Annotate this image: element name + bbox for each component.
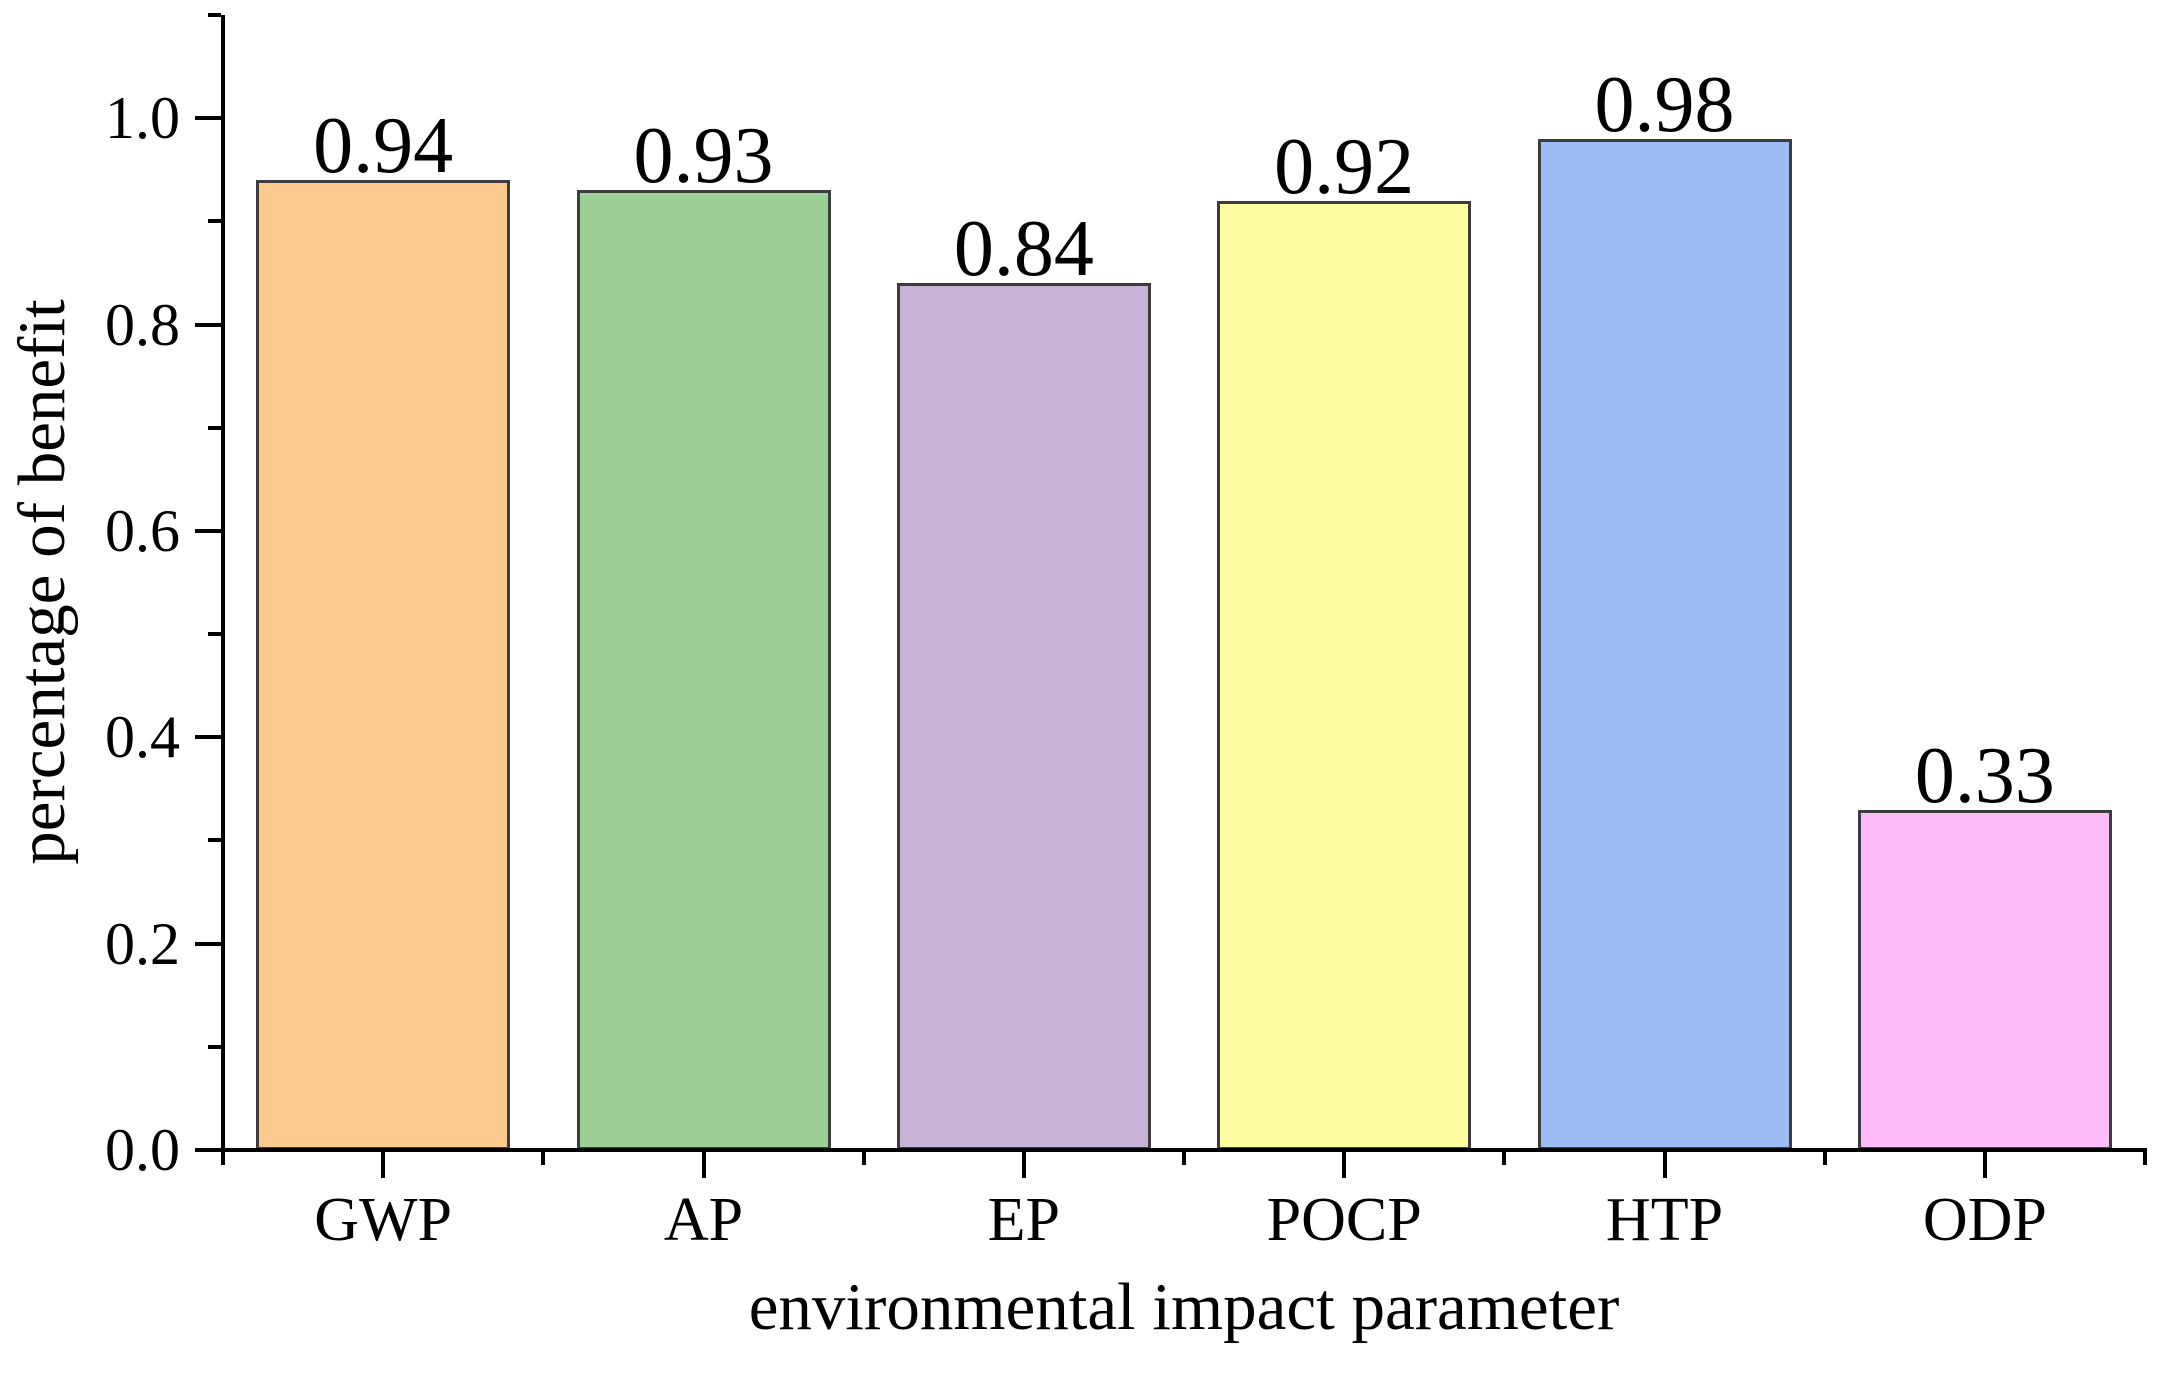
bar-ep [896,283,1151,1150]
y-minor-tick [208,838,221,843]
y-major-tick [195,528,221,533]
y-minor-tick [208,13,221,17]
bar-value-label: 0.94 [313,102,454,191]
x-tick-label: ODP [1922,1186,2047,1254]
bar-odp [1857,809,2112,1150]
x-tick-label: GWP [314,1186,453,1254]
x-tick-label: POCP [1266,1186,1422,1254]
x-major-tick [1021,1152,1026,1178]
bar-value-label: 0.92 [1274,122,1415,211]
y-tick-label: 1.0 [105,85,180,152]
x-tick-label: HTP [1605,1186,1724,1254]
y-axis-line [221,15,225,1152]
bar-ap [576,190,831,1150]
x-major-tick [1982,1152,1987,1178]
x-axis-line [221,1148,2147,1152]
x-minor-tick [1502,1152,1507,1165]
x-tick-label: EP [987,1186,1060,1254]
bar-value-label: 0.93 [633,112,774,201]
x-major-tick [381,1152,386,1178]
x-minor-tick [221,1152,225,1165]
y-tick-label: 0.2 [105,910,180,977]
bar-value-label: 0.98 [1594,60,1735,149]
y-minor-tick [208,1044,221,1049]
y-tick-label: 0.6 [105,497,180,564]
bar-gwp [256,180,511,1150]
y-tick-label: 0.0 [105,1117,180,1183]
x-minor-tick [2143,1152,2147,1165]
x-tick-label: AP [663,1186,744,1254]
x-major-tick [701,1152,706,1178]
y-minor-tick [208,425,221,430]
y-major-tick [195,1148,221,1152]
x-minor-tick [1182,1152,1186,1165]
bar-pocp [1217,200,1472,1150]
x-minor-tick [1822,1152,1827,1165]
bar-htp [1537,138,1792,1150]
y-major-tick [195,116,221,121]
y-major-tick [195,322,221,327]
x-axis-title: environmental impact parameter [748,1270,1620,1344]
x-major-tick [1662,1152,1667,1178]
y-major-tick [195,735,221,740]
bar-value-label: 0.84 [953,205,1094,294]
x-minor-tick [541,1152,546,1165]
y-minor-tick [208,632,221,637]
y-tick-label: 0.8 [105,291,180,358]
x-minor-tick [861,1152,866,1165]
y-tick-label: 0.4 [105,704,180,771]
y-minor-tick [208,219,221,224]
y-major-tick [195,941,221,946]
bar-value-label: 0.33 [1914,731,2055,820]
x-major-tick [1342,1152,1347,1178]
